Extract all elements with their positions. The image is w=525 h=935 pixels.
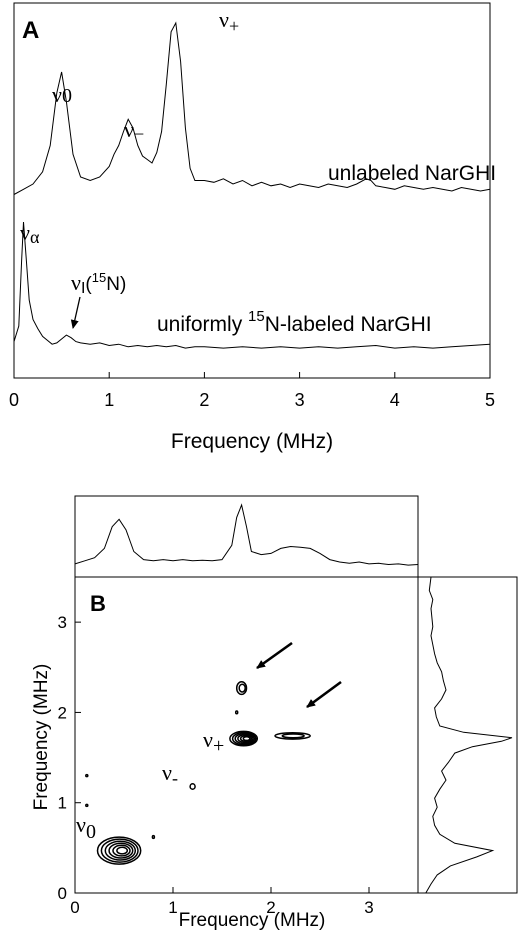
panel-b-x-ticks: 0 1 2 3 [70,887,374,917]
panel-a-x-axis-label: Frequency (MHz) [171,430,333,453]
x-tick-label: 2 [266,898,275,917]
contour-peak-2-level-1 [238,683,246,693]
arrow-upper-peak [256,641,293,670]
y-tick-label: 2 [58,703,67,722]
peak-label-nu-i-15n: νI(15N) [71,270,126,297]
panel-b-y-ticks: 0 1 2 3 [58,613,81,903]
x-tick-label: 2 [199,390,209,410]
arrow-right-peak [306,680,342,709]
contour-peak-0-level-4 [112,844,131,857]
b-peak-label-nu0: ν0 [76,812,96,843]
x-tick-label: 5 [485,390,495,410]
contour-peak-2-level-0 [235,681,248,696]
contour-plot [85,681,311,865]
contour-peak-7-level-0 [85,773,89,778]
contour-peak-1-level-5 [242,736,251,742]
peak-label-nu-minus: ν− [124,117,144,144]
panel-b-x-axis-label: Frequency (MHz) [179,910,326,930]
y-tick-label: 3 [58,613,67,632]
panel-b: 0 1 2 3 0 1 2 3 B ν+ ν- ν0 Frequency (MHz) Fre… [31,495,518,931]
contour-peak-5-level-0 [151,834,156,840]
contour-peak-1-level-0 [229,730,259,747]
contour-peak-0-level-2 [104,840,137,861]
b-peak-label-nu-minus: ν- [162,760,178,788]
right-projection [425,576,513,894]
contour-peak-1-level-3 [237,733,254,744]
panel-a-x-ticks: 0 1 2 3 4 5 [9,372,495,410]
top-projection-frame [74,495,419,578]
panel-a: A 0 1 2 3 4 5 ν0 ν− ν+ να νI(15N) unlabeled N… [9,2,496,453]
right-projection-frame [417,576,518,894]
x-tick-label: 3 [364,898,373,917]
peak-label-nu-plus: ν+ [219,7,239,36]
contour-peak-6-level-0 [234,710,239,715]
contour-peak-0-level-1 [100,838,139,863]
peak-label-nu-alpha: να [20,220,40,247]
contour-peak-1-level-4 [239,735,253,743]
panel-a-letter: A [22,17,39,44]
contour-peak-0-level-3 [108,842,134,859]
x-tick-label: 0 [9,390,19,410]
top-projection-line [74,503,419,566]
x-tick-label: 1 [104,390,114,410]
x-tick-label: 4 [390,390,400,410]
contour-peak-0-level-5 [116,846,129,855]
panel-b-y-axis-label: Frequency (MHz) [31,664,52,811]
contour-peak-1-level-2 [234,732,256,745]
b-peak-label-nu-plus: ν+ [203,727,224,757]
contour-peak-4-level-0 [189,783,196,790]
contour-peak-1-level-1 [231,731,257,746]
x-tick-label: 0 [70,898,79,917]
y-tick-label: 0 [58,884,67,903]
top-projection [74,503,419,566]
panel-a-frame [13,2,491,379]
contour-peak-3-level-1 [281,733,305,739]
contour-peak-8-level-0 [85,803,89,808]
x-tick-label: 3 [295,390,305,410]
right-projection-line [425,576,513,894]
trace-label-15n: uniformly 15N-labeled NarGHI [157,308,432,336]
panel-b-letter: B [90,591,106,616]
contour-peak-3-level-0 [274,731,311,740]
panel-a-traces [13,21,491,349]
contour-peak-0-level-0 [96,836,142,865]
x-tick-label: 1 [168,898,177,917]
peak-label-nu0: ν0 [52,82,72,107]
nu-i-arrow [70,296,81,329]
series-line-15n-labeled [13,221,491,349]
series-line-unlabeled [13,21,491,195]
trace-label-unlabeled: unlabeled NarGHI [328,162,496,185]
y-tick-label: 1 [58,794,67,813]
